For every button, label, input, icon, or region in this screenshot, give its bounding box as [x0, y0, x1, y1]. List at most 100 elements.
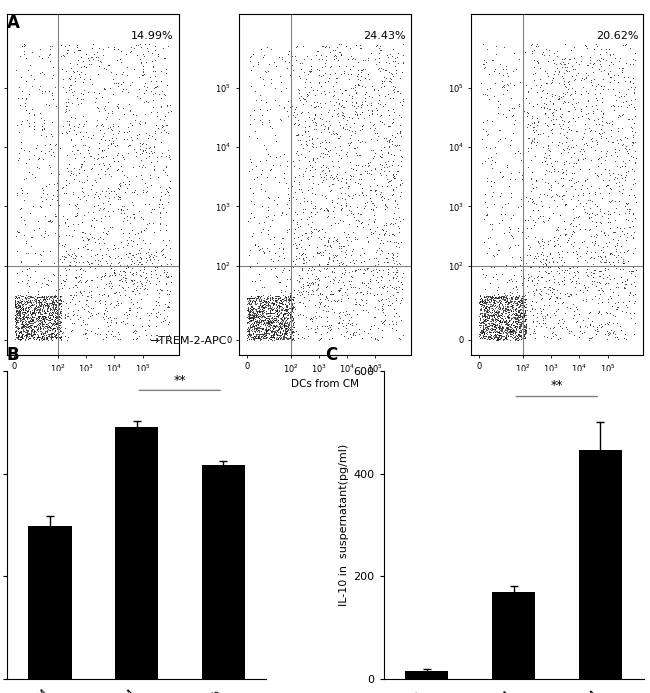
- Point: [515, 310, 525, 321]
- Point: [601, 272, 612, 283]
- Point: [323, 206, 333, 217]
- Point: [370, 259, 380, 270]
- Point: [262, 326, 272, 337]
- Point: [86, 78, 97, 89]
- Point: [595, 278, 605, 289]
- Point: [13, 303, 23, 314]
- Point: [43, 315, 53, 326]
- Point: [250, 239, 261, 250]
- Point: [12, 321, 23, 332]
- Point: [15, 310, 25, 322]
- Point: [271, 311, 281, 322]
- Point: [268, 297, 279, 308]
- Point: [359, 72, 370, 83]
- Point: [281, 301, 292, 312]
- Point: [246, 157, 256, 168]
- Point: [480, 291, 491, 302]
- Point: [530, 175, 541, 186]
- Point: [51, 100, 61, 112]
- Point: [165, 175, 176, 186]
- Point: [268, 317, 279, 328]
- Point: [16, 298, 26, 309]
- Point: [610, 331, 620, 342]
- Point: [255, 322, 265, 333]
- Point: [491, 302, 501, 313]
- Point: [137, 173, 148, 184]
- Point: [334, 318, 345, 329]
- Point: [494, 326, 504, 337]
- Point: [62, 334, 72, 345]
- Point: [509, 103, 519, 114]
- Point: [323, 205, 333, 216]
- Point: [512, 296, 523, 307]
- Point: [493, 306, 504, 317]
- Point: [40, 325, 51, 336]
- Point: [101, 242, 112, 253]
- Point: [382, 286, 392, 297]
- Point: [575, 223, 586, 234]
- Point: [363, 213, 374, 225]
- Point: [18, 333, 28, 344]
- Point: [315, 265, 325, 277]
- Point: [488, 304, 499, 315]
- Point: [586, 230, 596, 241]
- Point: [493, 330, 503, 341]
- Point: [379, 193, 389, 204]
- Point: [485, 218, 495, 229]
- Point: [493, 292, 504, 304]
- Point: [73, 55, 83, 66]
- Point: [598, 84, 608, 95]
- Point: [494, 320, 504, 331]
- Point: [248, 307, 258, 318]
- Point: [323, 301, 333, 312]
- Point: [314, 53, 324, 64]
- Point: [519, 289, 530, 300]
- Point: [256, 315, 266, 326]
- Point: [51, 304, 62, 315]
- Point: [54, 299, 64, 310]
- Point: [371, 105, 382, 116]
- Point: [18, 304, 28, 315]
- Point: [12, 307, 23, 318]
- Point: [125, 105, 135, 116]
- Point: [569, 227, 580, 238]
- Point: [109, 239, 119, 250]
- Point: [572, 303, 582, 314]
- Point: [476, 319, 486, 331]
- Point: [532, 99, 542, 110]
- Point: [358, 98, 368, 109]
- Point: [601, 116, 611, 128]
- Point: [111, 312, 121, 323]
- Point: [506, 298, 516, 309]
- Point: [519, 293, 530, 304]
- Point: [32, 331, 43, 342]
- Point: [483, 232, 493, 243]
- Point: [261, 313, 271, 324]
- Point: [387, 229, 398, 240]
- Point: [66, 325, 76, 336]
- Point: [17, 301, 27, 313]
- Point: [382, 155, 393, 166]
- Point: [22, 328, 32, 339]
- Point: [484, 307, 495, 318]
- Point: [91, 309, 101, 320]
- Point: [245, 293, 255, 304]
- Point: [35, 67, 46, 78]
- Point: [614, 122, 624, 133]
- Point: [86, 258, 97, 269]
- Point: [315, 288, 325, 299]
- Point: [263, 334, 273, 345]
- Point: [589, 239, 599, 250]
- Point: [34, 299, 45, 310]
- Point: [93, 152, 103, 163]
- Point: [108, 119, 118, 130]
- Point: [125, 105, 136, 116]
- Point: [377, 116, 387, 128]
- Point: [243, 216, 254, 227]
- Point: [493, 306, 504, 317]
- Point: [42, 321, 53, 332]
- Point: [557, 298, 567, 309]
- Point: [77, 317, 88, 328]
- Point: [137, 147, 148, 158]
- Point: [244, 299, 255, 310]
